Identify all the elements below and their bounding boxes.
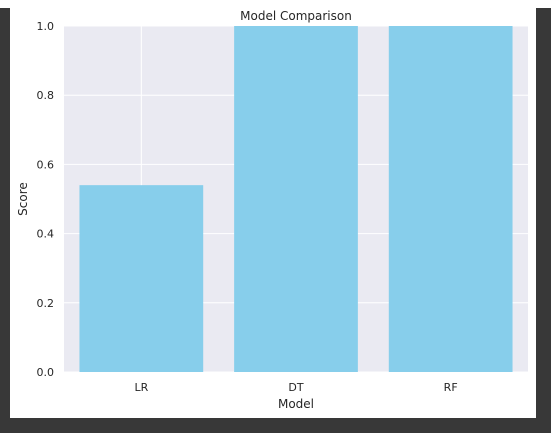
y-tick-label: 0.8 [37, 89, 55, 102]
x-tick-label: LR [134, 381, 148, 394]
bar-rf [388, 26, 513, 372]
bar-dt [234, 26, 358, 372]
y-tick-label: 1.0 [37, 20, 55, 33]
y-axis-label: Score [16, 182, 30, 216]
y-tick-label: 0.6 [37, 158, 55, 171]
y-tick-label: 0.4 [37, 228, 55, 241]
x-tick-label: RF [444, 381, 458, 394]
x-tick-labels: LR DT RF [134, 381, 457, 394]
x-axis-label: Model [278, 397, 314, 411]
x-tick-label: DT [288, 381, 303, 394]
y-tick-labels: 0.0 0.2 0.4 0.6 0.8 1.0 [37, 20, 55, 379]
bar-lr [79, 185, 204, 372]
y-tick-label: 0.0 [37, 366, 55, 379]
top-cropped-strip [0, 0, 551, 8]
bars [79, 26, 513, 372]
chart-title: Model Comparison [240, 9, 352, 23]
y-tick-label: 0.2 [37, 297, 55, 310]
